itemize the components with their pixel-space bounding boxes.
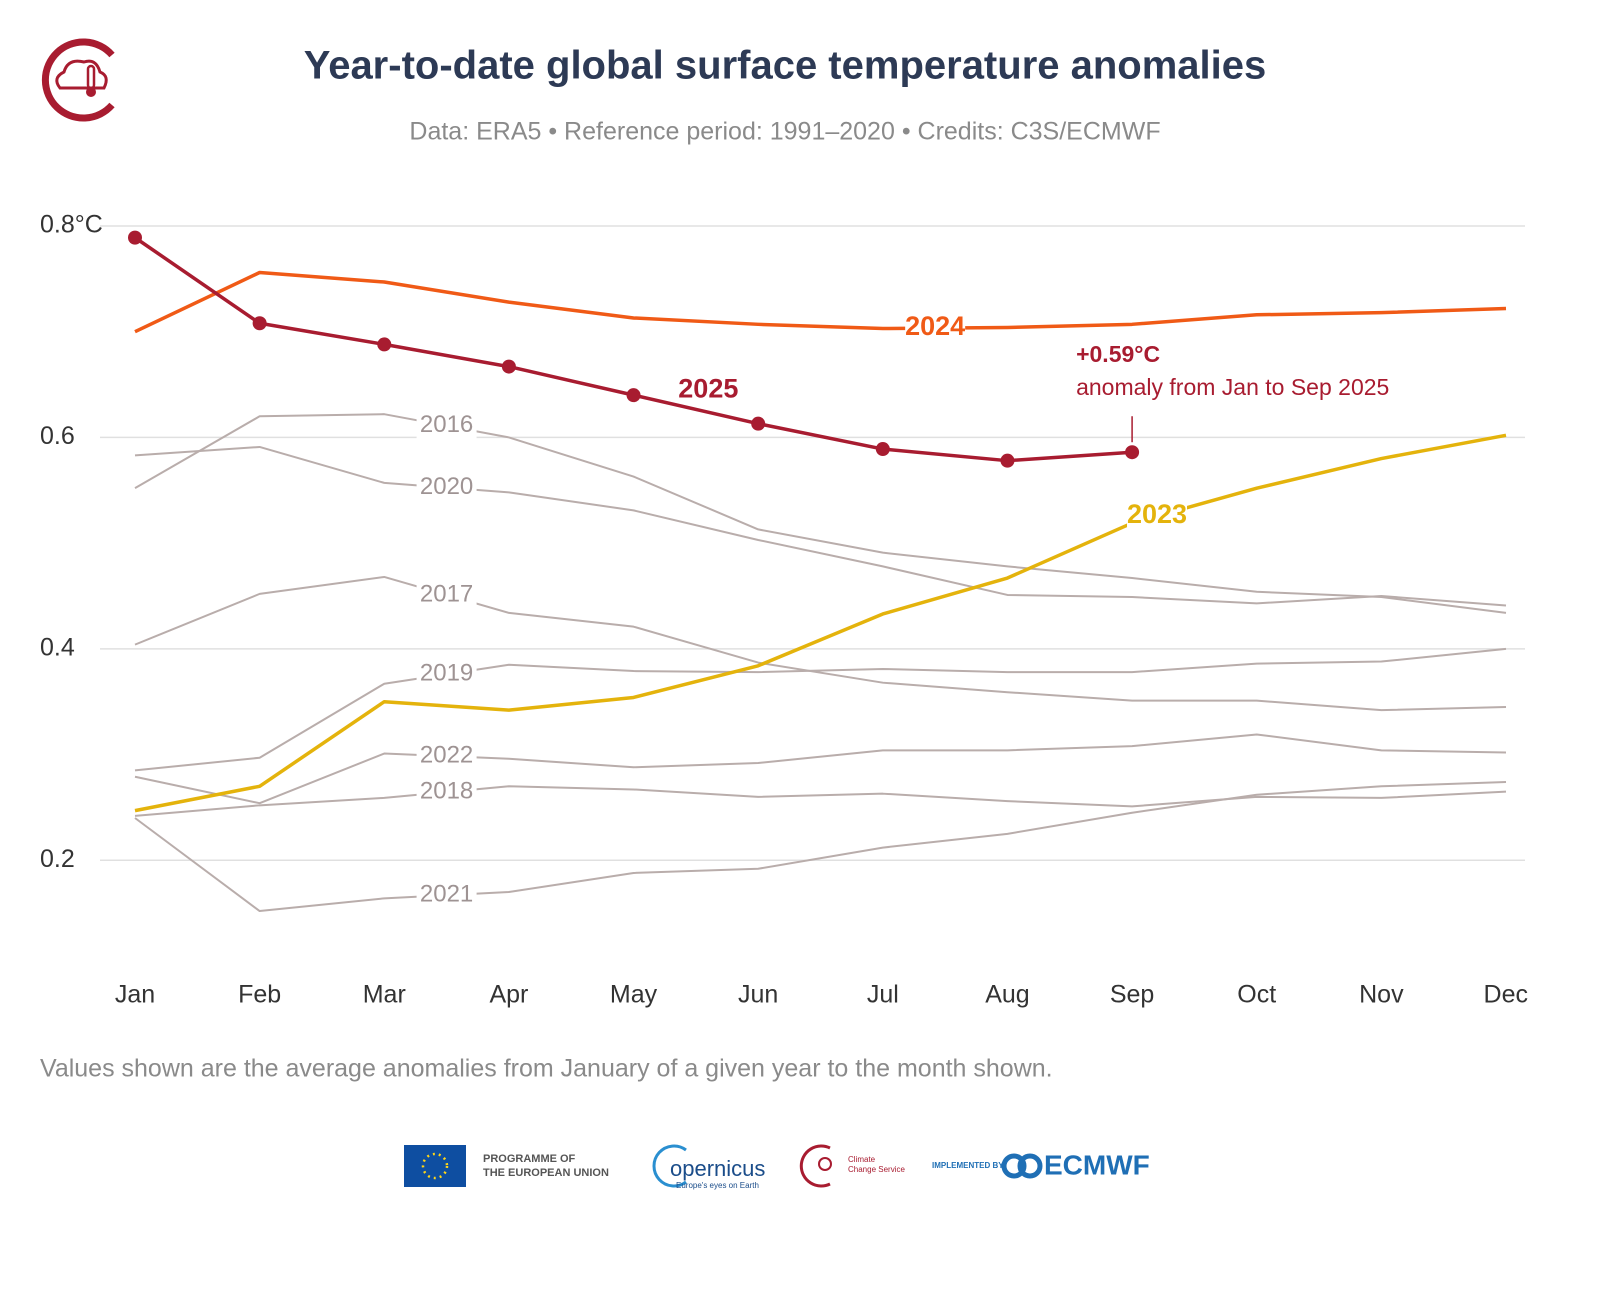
data-point <box>875 442 890 457</box>
y-tick-label: 0.4 <box>40 633 75 661</box>
series-line <box>134 270 1507 334</box>
x-tick-label: Jul <box>867 981 899 1009</box>
series-label: 2018 <box>420 777 473 804</box>
data-point <box>501 359 516 374</box>
label-bg <box>416 660 477 689</box>
annotation-value: +0.59°C <box>1076 341 1160 367</box>
logo-text: IMPLEMENTED BY <box>932 1161 1004 1170</box>
series-label: 2019 <box>420 660 473 687</box>
logo-text: THE EUROPEAN UNION <box>483 1167 609 1179</box>
logo-text: Change Service <box>848 1165 905 1174</box>
c3s-small <box>799 1144 831 1188</box>
data-point <box>1000 453 1015 468</box>
x-tick-label: Apr <box>489 981 528 1009</box>
logo-text: opernicus <box>670 1156 765 1181</box>
x-tick-label: Dec <box>1484 981 1528 1009</box>
series-line <box>134 785 1507 817</box>
eu-stars <box>421 1152 449 1180</box>
label-bg <box>416 742 477 771</box>
series-label: 2024 <box>905 311 965 341</box>
label-bg <box>1127 502 1188 531</box>
x-tick-label: Jun <box>738 981 778 1009</box>
x-tick-label: Mar <box>363 981 406 1009</box>
logo-text: Climate <box>848 1155 876 1164</box>
label-bg <box>416 580 477 609</box>
logos: PROGRAMME OF THE EUROPEAN UNION opernicu… <box>404 1144 1150 1190</box>
c3s-small <box>818 1157 832 1171</box>
y-tick-label: 0.2 <box>40 845 75 873</box>
data-point <box>377 337 392 352</box>
series-line <box>134 236 1133 463</box>
data-point <box>252 316 267 331</box>
chart-subtitle: Data: ERA5 • Reference period: 1991–2020… <box>409 118 1160 146</box>
logo-text: Europe's eyes on Earth <box>676 1181 759 1190</box>
series-line <box>134 413 1507 614</box>
series-line <box>134 445 1507 607</box>
plot: 0.2 0.4 0.6 0.8°C Jan Feb Mar Apr May Jun Jul Aug Se… <box>40 211 1528 1009</box>
series-label: 2017 <box>420 580 473 607</box>
x-tick-label: Nov <box>1359 981 1404 1009</box>
x-tick-label: Aug <box>985 981 1029 1009</box>
series-line <box>134 647 1507 772</box>
x-tick-label: Feb <box>238 981 281 1009</box>
series-label: 2022 <box>420 742 473 769</box>
series-label: 2025 <box>678 373 738 403</box>
series-label: 2020 <box>420 473 473 500</box>
ecmwf-mark <box>1001 1153 1027 1179</box>
series-label: 2021 <box>420 881 473 908</box>
series-line <box>134 781 1507 913</box>
copernicus-arc <box>652 1144 687 1188</box>
data-point <box>128 230 142 245</box>
annotation-text: anomaly from Jan to Sep 2025 <box>1076 374 1389 400</box>
x-tick-label: Jan <box>115 981 155 1009</box>
series-label: 2016 <box>420 411 473 438</box>
logo-text: PROGRAMME OF <box>483 1153 576 1165</box>
label-bg <box>416 881 477 910</box>
label-bg <box>416 778 477 807</box>
logo-text: ECMWF <box>1044 1149 1150 1180</box>
series-line <box>134 575 1507 712</box>
c3s-logo <box>41 38 115 122</box>
series-label: 2023 <box>1127 499 1187 529</box>
y-tick-label: 0.6 <box>40 422 75 450</box>
x-tick-label: Oct <box>1237 981 1276 1009</box>
series-line <box>134 733 1507 805</box>
ecmwf-mark <box>1017 1153 1043 1179</box>
chart-title: Year-to-date global surface temperature … <box>304 44 1267 88</box>
label-bg <box>416 473 477 502</box>
y-tick-label: 0.8°C <box>40 211 103 239</box>
eu-flag <box>404 1145 466 1187</box>
series-line <box>134 433 1507 813</box>
data-point <box>1125 445 1140 460</box>
label-bg <box>905 314 966 343</box>
label-bg <box>416 411 477 440</box>
data-point <box>751 416 766 431</box>
data-point <box>626 388 641 403</box>
x-tick-label: Sep <box>1110 981 1154 1009</box>
x-tick-label: May <box>610 981 658 1009</box>
footnote: Values shown are the average anomalies f… <box>40 1055 1053 1083</box>
